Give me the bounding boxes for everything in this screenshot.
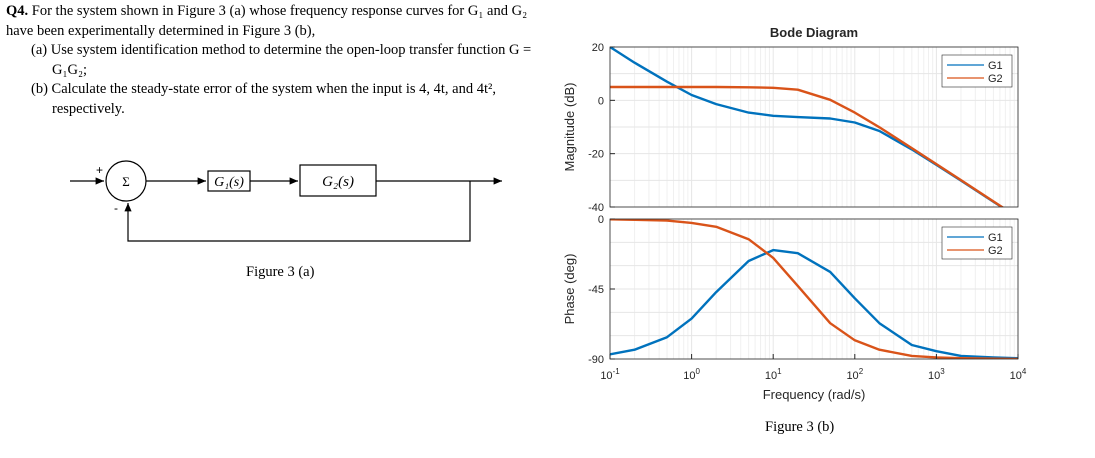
- question-intro: For the system shown in Figure 3 (a) who…: [31, 3, 528, 19]
- feedback-path: [124, 181, 471, 242]
- legend-label-g1: G1: [988, 60, 1003, 72]
- figure-3b-caption: Figure 3 (b): [765, 419, 835, 435]
- part-b-line-2: respectively.: [52, 100, 125, 117]
- g1-label: G₁(s): [214, 175, 244, 190]
- y-tick-label: 0: [598, 95, 604, 107]
- legend-label-g2: G2: [988, 73, 1003, 85]
- plus-sign: +: [96, 163, 103, 177]
- y-axis-label-magnitude: Magnitude (dB): [562, 83, 577, 172]
- summing-symbol: Σ: [122, 174, 130, 189]
- y-tick-label: 0: [598, 214, 604, 226]
- legend-box: [941, 226, 1013, 260]
- x-tick-label: 103: [928, 367, 945, 382]
- panel-phase: 0 -45 -90 Phase (deg) G1G2: [562, 214, 1019, 366]
- part-b-line-1: (b) Calculate the steady-state error of …: [31, 81, 496, 97]
- x-tick-label: 10-1: [600, 367, 620, 382]
- legend-box: [941, 54, 1013, 88]
- y-tick-label: -90: [588, 354, 604, 366]
- question-intro-line-2: have been experimentally determined in F…: [6, 22, 316, 39]
- y-tick-label: 20: [592, 42, 604, 54]
- axes-frame: [609, 46, 1019, 208]
- part-a-line-1: (a) Use system identification method to …: [31, 42, 532, 58]
- part-a-line-2: G₁G₂;: [52, 61, 88, 78]
- question-number: Q4.: [6, 3, 29, 19]
- x-tick-label: 101: [765, 367, 782, 382]
- minus-sign: -: [114, 201, 118, 215]
- y-axis-label-phase: Phase (deg): [562, 254, 577, 325]
- series-line-g1: [610, 248, 1018, 359]
- x-tick-label: 102: [846, 367, 863, 382]
- x-axis-label: Frequency (rad/s): [763, 387, 866, 402]
- series-line-g2: [610, 219, 1018, 359]
- block-diagram: Σ + - G₁(s) G₂(s): [70, 160, 502, 242]
- g2-label: G₂(s): [322, 174, 354, 190]
- y-tick-label: -45: [588, 284, 604, 296]
- legend-label-g1: G1: [988, 232, 1003, 244]
- bode-diagram: Bode Diagram Frequency (rad/s) 20 0 -20 -40 Ma…: [562, 25, 1027, 402]
- series-line-g2: [610, 85, 1005, 207]
- chart-title: Bode Diagram: [770, 25, 858, 40]
- y-tick-label: -20: [588, 149, 604, 161]
- x-tick-label: 100: [683, 367, 700, 382]
- figure-3a-caption: Figure 3 (a): [246, 264, 315, 280]
- question-text: Q4. For the system shown in Figure 3 (a)…: [6, 2, 546, 119]
- panel-magnitude: 20 0 -20 -40 Magnitude (dB) G1G2: [562, 42, 1019, 214]
- legend-label-g2: G2: [988, 245, 1003, 257]
- axes-frame: [609, 218, 1019, 360]
- y-tick-label: -40: [588, 202, 604, 214]
- question-intro-line-1: Q4. For the system shown in Figure 3 (a)…: [6, 2, 546, 22]
- x-tick-label: 104: [1010, 367, 1027, 382]
